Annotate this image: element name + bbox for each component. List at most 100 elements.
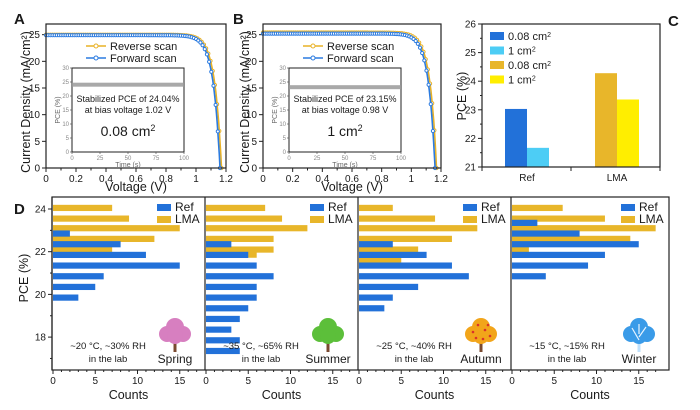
panel-b-ylabel: Current Density (mA/cm²) xyxy=(238,31,252,173)
x-tick-label: 0 xyxy=(356,376,362,387)
x-tick-label: 10 xyxy=(438,376,450,387)
bar-lma xyxy=(359,204,393,212)
tree-trunk xyxy=(479,338,483,352)
y-tick-label: 20 xyxy=(246,57,258,68)
legend-marker xyxy=(310,43,316,49)
condition-text: ~25 °C, ~40% RH xyxy=(376,341,452,352)
plot-frame xyxy=(45,23,227,169)
data-point xyxy=(213,102,218,108)
y-tick-label: 0 xyxy=(34,164,40,175)
area-text: 1 cm xyxy=(327,123,357,139)
legend-label: Reverse scan xyxy=(327,41,394,53)
tree-trunk xyxy=(326,338,330,352)
bar-lma xyxy=(206,215,283,222)
season-label: Summer xyxy=(305,352,350,366)
inset-x-tick-label: 25 xyxy=(314,156,321,162)
x-tick-label: 10 xyxy=(132,376,144,387)
inset-y-tick-label: 5 xyxy=(283,136,287,142)
inset-annotation-line1: Stabilized PCE of 23.15% xyxy=(293,94,396,104)
y-tick-label: 18 xyxy=(35,333,47,344)
legend-label: 1 cm2 xyxy=(508,46,536,58)
inset-x-tick-label: 100 xyxy=(396,156,407,162)
data-point xyxy=(430,128,436,134)
data-point xyxy=(204,52,210,57)
bar-lma xyxy=(359,235,452,242)
condition-text: ~35 °C, ~65% RH xyxy=(223,341,299,352)
inset-annotation-line2: at bias voltage 1.02 V xyxy=(85,105,172,115)
legend-superscript: 2 xyxy=(547,32,551,39)
bar-lma-1cm2 xyxy=(617,99,639,167)
inset-pce-trace xyxy=(289,85,401,90)
inset-x-tick-label: 0 xyxy=(70,156,74,162)
inset-y-tick-label: 10 xyxy=(279,122,286,128)
legend-text: 0.08 cm xyxy=(508,31,547,43)
panel-c-ylabel: PCE (%) xyxy=(455,72,469,121)
legend-swatch-ref xyxy=(621,204,635,211)
bar-ref xyxy=(359,283,419,291)
x-tick-label: 0 xyxy=(203,376,209,387)
legend-text: 1 cm xyxy=(508,46,532,58)
tree-foliage xyxy=(167,328,183,344)
bar-lma xyxy=(53,225,180,232)
inset-x-tick-label: 25 xyxy=(97,156,104,162)
legend-label: 0.08 cm2 xyxy=(508,60,551,72)
y-tick-label: 26 xyxy=(465,20,477,31)
legend-marker xyxy=(310,55,316,61)
x-tick-label: 0.2 xyxy=(286,174,300,185)
inset-area-label: 1 cm2 xyxy=(327,123,362,139)
tree-fruit xyxy=(476,323,480,327)
bar-ref xyxy=(512,273,546,280)
x-tick-label: 1 xyxy=(193,174,199,185)
tree-fruit xyxy=(486,323,490,327)
x-tick-label: 5 xyxy=(245,376,251,387)
x-tick-label: 0.6 xyxy=(129,174,143,185)
bar-lma xyxy=(53,235,155,242)
inset-y-tick-label: 30 xyxy=(279,66,286,72)
bar-lma xyxy=(359,225,478,232)
legend-swatch-lma xyxy=(157,216,171,223)
bar-ref xyxy=(359,251,427,259)
x-tick-label: 0.4 xyxy=(315,174,329,185)
panel-b: B Current Density (mA/cm²) Voltage (V) 0… xyxy=(233,11,448,194)
legend-superscript: 2 xyxy=(547,61,551,68)
x-tick-label: LMA xyxy=(607,173,628,184)
inset-y-tick-label: 25 xyxy=(62,80,69,86)
panel-b-letter: B xyxy=(233,11,244,28)
data-point xyxy=(215,129,220,134)
bar-lma xyxy=(359,257,402,264)
x-tick-label: 5 xyxy=(92,376,98,387)
legend-label-lma: LMA xyxy=(328,212,353,226)
legend-label-lma: LMA xyxy=(639,212,664,226)
y-tick-label: 10 xyxy=(246,110,258,121)
tree-branches xyxy=(631,324,647,341)
inset-y-tick-label: 25 xyxy=(279,80,286,86)
inset-y-tick-label: 30 xyxy=(62,66,69,72)
bar-ref xyxy=(206,347,240,355)
tree-trunk xyxy=(173,338,177,352)
tree-foliage xyxy=(473,328,489,344)
x-tick-label: 0.6 xyxy=(345,174,359,185)
bar-lma xyxy=(206,204,266,212)
x-tick-label: 10 xyxy=(591,376,603,387)
x-tick-label: 15 xyxy=(174,376,186,387)
winter-tree-icon xyxy=(623,318,655,352)
y-tick-label: 15 xyxy=(246,84,258,95)
bar-ref xyxy=(206,241,232,248)
inset-y-tick-label: 15 xyxy=(62,108,69,114)
x-tick-label: 0.8 xyxy=(159,174,173,185)
y-tick-label: 24 xyxy=(465,77,477,88)
panel-a: A Current Density (mA/cm²) Voltage (V) 0… xyxy=(14,11,233,194)
inset-y-tick-label: 0 xyxy=(283,150,287,156)
inset-y-tick-label: 15 xyxy=(279,108,286,114)
x-tick-label: 15 xyxy=(327,376,339,387)
x-axis-label: Counts xyxy=(570,388,610,402)
legend-label: 0.08 cm2 xyxy=(508,31,551,43)
tree-fruit xyxy=(474,336,478,340)
bar-ref xyxy=(206,326,232,333)
location-text: in the lab xyxy=(395,354,434,365)
bar-ref xyxy=(359,262,452,269)
